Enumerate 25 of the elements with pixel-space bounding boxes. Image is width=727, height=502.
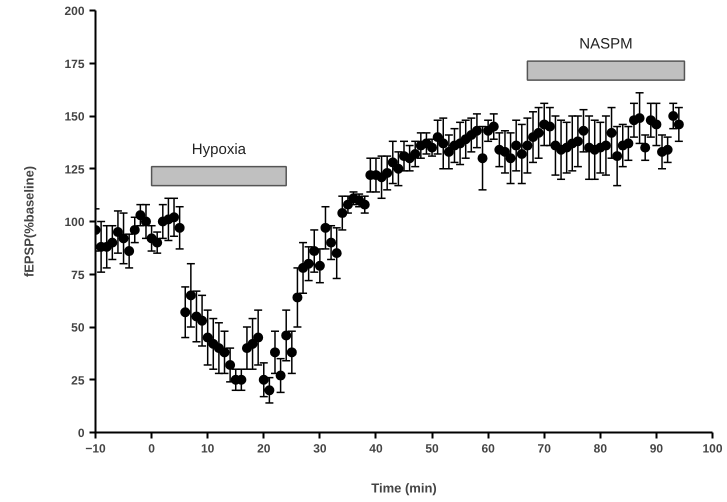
- y-tick-label: 175: [64, 56, 85, 71]
- x-tick-label: 40: [369, 442, 383, 456]
- y-tick-label: 25: [71, 373, 85, 388]
- x-tick-label: 80: [594, 442, 608, 456]
- band-label: NASPM: [579, 36, 633, 53]
- x-tick-label: 60: [481, 442, 496, 456]
- x-tick-label: 70: [538, 442, 552, 456]
- y-tick-label: 125: [64, 162, 85, 176]
- y-tick-label: 50: [71, 320, 85, 334]
- y-tick-label: 200: [64, 4, 85, 18]
- x-tick-label: 20: [257, 442, 271, 456]
- y-tick-label: 100: [64, 215, 85, 229]
- y-tick-label: 150: [64, 110, 85, 124]
- x-tick-label: 100: [702, 442, 723, 456]
- x-axis-title: Time (min): [371, 480, 437, 496]
- x-tick-label: 90: [650, 442, 664, 456]
- x-tick-label: 30: [313, 442, 327, 456]
- band-label: Hypoxia: [192, 141, 247, 158]
- x-tick-label: 0: [148, 442, 156, 456]
- y-axis-title: fEPSP(%baseline): [21, 166, 36, 278]
- x-tick-label: 10: [201, 442, 215, 456]
- x-tick-label: −10: [85, 442, 106, 456]
- x-tick-label: 50: [425, 442, 440, 456]
- y-tick-label: 0: [78, 426, 85, 440]
- y-tick-label: 75: [71, 268, 85, 282]
